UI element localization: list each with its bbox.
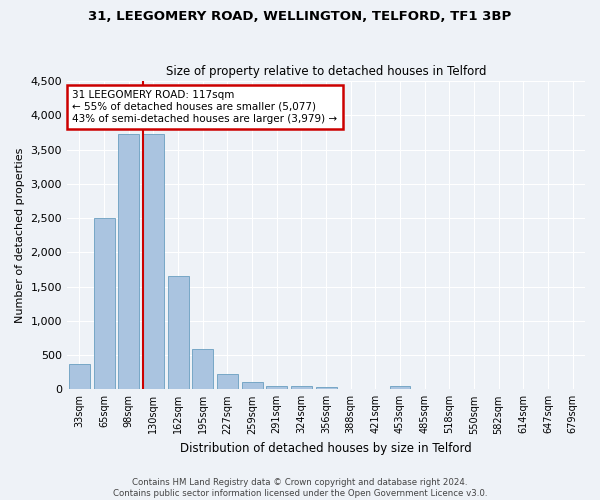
Text: 31, LEEGOMERY ROAD, WELLINGTON, TELFORD, TF1 3BP: 31, LEEGOMERY ROAD, WELLINGTON, TELFORD,… bbox=[88, 10, 512, 23]
Bar bbox=[316, 388, 337, 390]
X-axis label: Distribution of detached houses by size in Telford: Distribution of detached houses by size … bbox=[180, 442, 472, 455]
Bar bbox=[266, 386, 287, 390]
Bar bbox=[118, 134, 139, 390]
Bar bbox=[242, 382, 263, 390]
Bar bbox=[192, 349, 213, 390]
Text: 31 LEEGOMERY ROAD: 117sqm
← 55% of detached houses are smaller (5,077)
43% of se: 31 LEEGOMERY ROAD: 117sqm ← 55% of detac… bbox=[72, 90, 337, 124]
Bar bbox=[291, 386, 312, 390]
Bar bbox=[217, 374, 238, 390]
Text: Contains HM Land Registry data © Crown copyright and database right 2024.
Contai: Contains HM Land Registry data © Crown c… bbox=[113, 478, 487, 498]
Bar bbox=[69, 364, 90, 390]
Bar bbox=[167, 276, 188, 390]
Bar bbox=[143, 134, 164, 390]
Title: Size of property relative to detached houses in Telford: Size of property relative to detached ho… bbox=[166, 66, 486, 78]
Y-axis label: Number of detached properties: Number of detached properties bbox=[15, 148, 25, 323]
Bar bbox=[389, 386, 410, 390]
Bar bbox=[94, 218, 115, 390]
